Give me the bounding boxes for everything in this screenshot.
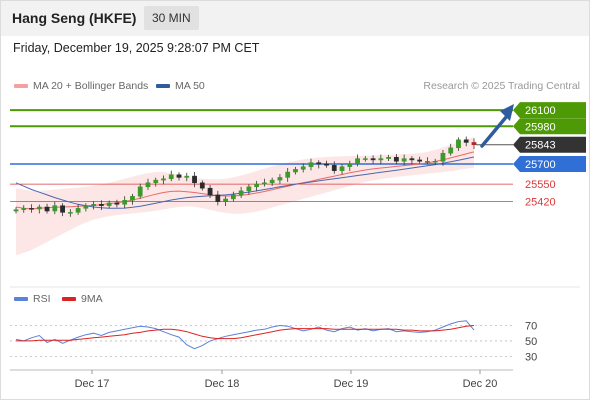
candle-body (409, 158, 415, 161)
candle-body (324, 163, 329, 166)
level-label-25420: 25420 (525, 197, 556, 209)
candle-body (277, 177, 283, 181)
level-label-26100: 26100 (525, 105, 556, 117)
candle-body (370, 158, 376, 161)
rsi-legend-swatch (14, 297, 28, 301)
level-tag-25843 (513, 136, 586, 153)
level-tag-25700 (513, 155, 586, 172)
level-label-25700: 25700 (525, 159, 556, 171)
candle-body (106, 202, 112, 206)
rsi-tick-70: 70 (525, 320, 537, 332)
candle-body (99, 204, 104, 206)
candle-body (316, 162, 322, 165)
level-tag-25980 (513, 118, 586, 135)
candle-body (293, 169, 298, 173)
candle-body (432, 161, 438, 163)
header-bar: Hang Seng (HKFE) 30 MIN (0, 0, 590, 36)
level-label-25550: 25550 (525, 179, 556, 191)
candle-body (378, 158, 384, 161)
candle-body (130, 195, 135, 201)
candle-body (238, 190, 244, 196)
candle-body (153, 179, 159, 184)
candle-body (215, 194, 221, 202)
datetime-label: Friday, December 19, 2025 9:28:07 PM CET (13, 41, 260, 55)
candle-body (145, 182, 151, 188)
timeframe-badge[interactable]: 30 MIN (144, 6, 199, 30)
candle-body (223, 198, 228, 202)
bollinger-band-fill (16, 137, 474, 256)
candle-body (67, 212, 73, 214)
candle-body (75, 208, 81, 213)
rsi-ma-line (16, 325, 475, 342)
candle-body (36, 206, 42, 210)
rsi-tick-30: 30 (525, 351, 537, 363)
level-label-25843: 25843 (525, 140, 556, 152)
candle-body (308, 162, 314, 167)
ma20-legend-label: MA 20 + Bollinger Bands (33, 80, 149, 92)
candle-body (13, 209, 19, 212)
candle-body (393, 156, 399, 162)
research-credit: Research © 2025 Trading Central (423, 80, 580, 92)
candle-body (331, 165, 337, 171)
candle-body (122, 200, 128, 205)
candle-body (355, 158, 360, 165)
x-tick-label: Dec 20 (463, 378, 498, 390)
level-tag-26100 (513, 102, 586, 119)
forecast-arrow-head (500, 104, 514, 121)
x-tick-label: Dec 18 (205, 378, 240, 390)
candle-body (137, 186, 143, 197)
candle-body (471, 142, 477, 145)
rsi-line (15, 320, 475, 350)
candle-body (29, 208, 34, 210)
candle-body (262, 182, 267, 185)
candle-body (21, 208, 27, 210)
ma50-legend-label: MA 50 (175, 80, 205, 92)
candle-body (230, 194, 236, 200)
candle-body (401, 158, 407, 162)
candle-body (44, 206, 50, 212)
candle-body (269, 179, 275, 184)
candle-body (246, 186, 252, 192)
chart-title: Hang Seng (HKFE) (12, 10, 137, 26)
ma50-line (15, 156, 475, 209)
candle-body (207, 187, 213, 196)
candle-body (199, 182, 205, 189)
candle-body (114, 202, 120, 205)
x-tick-label: Dec 19 (334, 378, 369, 390)
candle-body (456, 139, 461, 149)
x-tick-label: Dec 17 (75, 378, 110, 390)
candle-body (91, 204, 97, 206)
candle-body (440, 152, 446, 162)
candle-body (254, 183, 260, 188)
candle-body (184, 175, 190, 178)
candle-body (83, 205, 89, 209)
candle-body (285, 171, 291, 178)
candle-body (425, 161, 430, 163)
candle-body (386, 156, 391, 159)
candle-body (347, 163, 353, 167)
candle-body (52, 205, 58, 212)
candle-body (362, 158, 368, 160)
candle-body (176, 174, 182, 178)
candle-body (417, 159, 423, 162)
ma50-legend-swatch (156, 84, 170, 88)
candle-body (463, 139, 469, 143)
candle-body (192, 175, 197, 184)
level-label-25980: 25980 (525, 121, 556, 133)
rsi-ma-legend-label: 9MA (81, 293, 103, 305)
candle-body (339, 166, 345, 171)
rsi-legend-label: RSI (33, 293, 51, 305)
candle-body (60, 205, 65, 213)
ma20-legend-swatch (14, 84, 28, 88)
candle-body (161, 178, 166, 181)
candle-body (168, 174, 174, 180)
rsi-tick-50: 50 (525, 336, 537, 348)
forecast-arrow-shaft (480, 114, 509, 148)
candle-body (300, 166, 306, 170)
candle-body (448, 147, 454, 154)
rsi-ma-legend-swatch (62, 297, 76, 301)
